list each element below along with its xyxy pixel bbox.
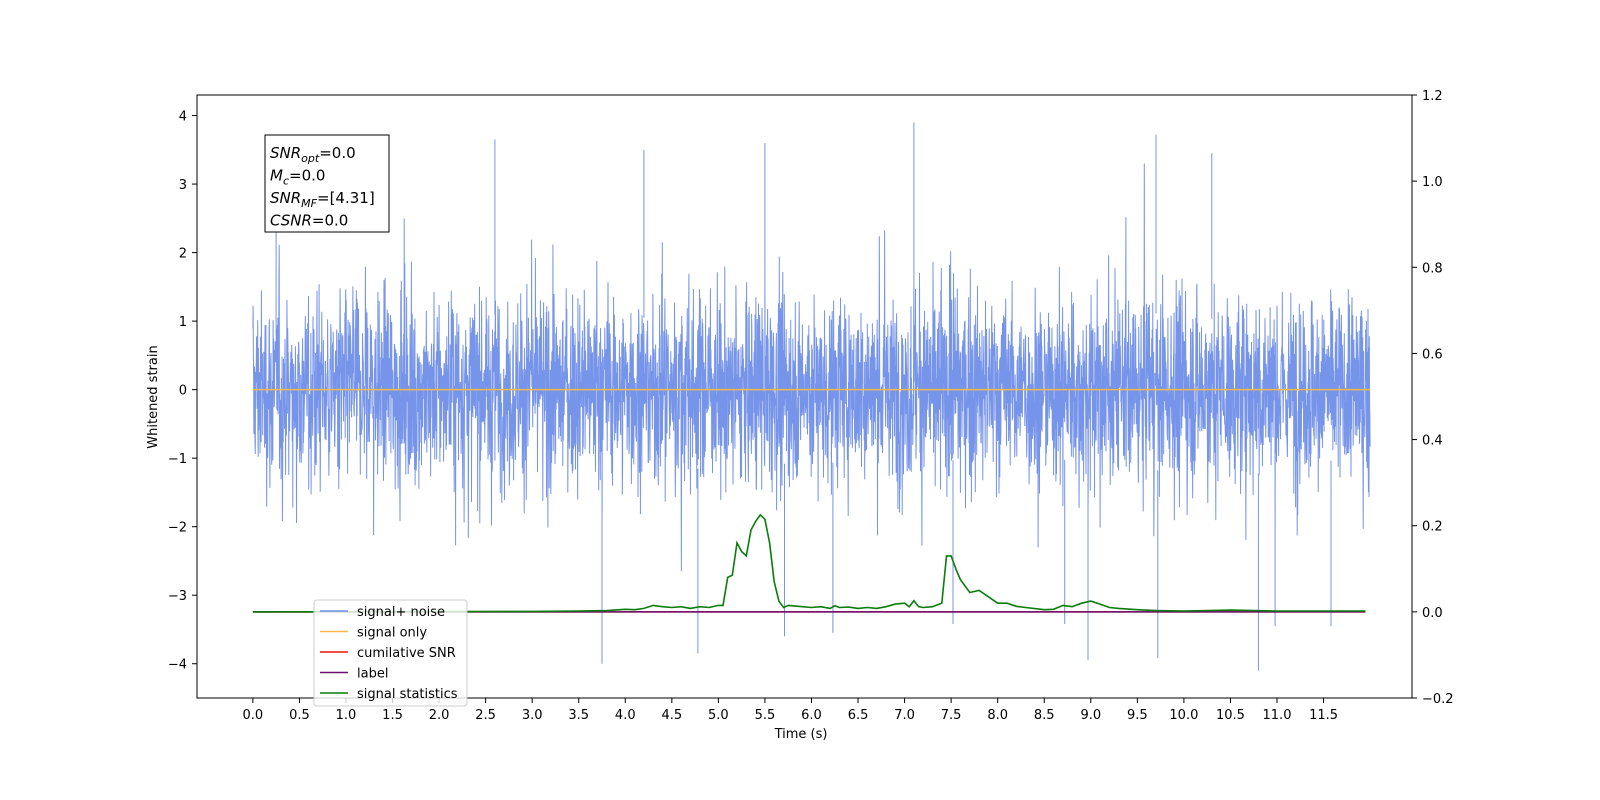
annotation-subscript: c [283,175,289,188]
x-axis-ticks: 0.0 0.5 1.0 1.5 2.0 2.5 3.0 3.5 4.0 4.5 5.0 5.5 6.0 6… [243,698,1338,723]
legend-entry-label: cumilative SNR [357,646,456,661]
x-tick-label: 10.0 [1169,708,1198,723]
plot-frame [196,94,1413,699]
x-axis-label: Time (s) [774,727,828,742]
y-tick-label: 3 [179,178,187,193]
x-tick-label: 9.5 [1127,708,1148,723]
annotation-symbol: M [270,167,283,185]
legend-entry-label: signal only [357,626,427,641]
x-tick-label: 11.5 [1309,708,1338,723]
annotation-value: =[4.31] [317,189,375,207]
x-tick-label: 6.5 [848,708,869,723]
annotation-frame [264,134,390,233]
annotation-subscript: opt [301,152,320,165]
x-tick-label: 7.5 [941,708,962,723]
x-tick-label: 4.0 [615,708,636,723]
annotation-line: SNRopt=0.0 [270,144,356,165]
y2-axis-ticks: 1.2 1.0 0.8 0.6 0.4 0.2 0.0 −0.2 [1412,89,1454,707]
x-tick-label: 5.0 [708,708,729,723]
y-tick-label: −4 [168,658,187,673]
x-tick-label: 3.0 [522,708,543,723]
x-tick-label: 6.0 [801,708,822,723]
y-tick-label: −1 [168,452,187,467]
x-tick-label: 2.5 [475,708,496,723]
annotation-line: Mc=0.0 [270,167,325,188]
legend: signal+ noise signal only cumilative SNR la… [313,599,468,707]
legend-entry-label: signal statistics [357,687,458,702]
y2-tick-label: 0.0 [1422,606,1443,621]
y2-tick-label: −0.2 [1422,692,1454,707]
y-tick-label: 0 [179,384,187,399]
annotation-value: =0.0 [312,212,348,230]
legend-entry-label: signal+ noise [357,605,445,620]
annotation-value: =0.0 [289,167,325,185]
series-line-signal-noise [252,122,1371,671]
y-tick-label: 4 [179,110,187,125]
y-axis-ticks: 4 3 2 1 0 −1 −2 −3 −4 [168,110,197,673]
x-tick-label: 1.5 [382,708,403,723]
y2-tick-label: 0.4 [1422,434,1443,449]
annotation-line: CSNR=0.0 [270,212,348,230]
y2-tick-label: 0.2 [1422,520,1443,535]
x-tick-label: 11.0 [1263,708,1292,723]
annotation-symbol: SNR [270,144,301,162]
x-tick-label: 9.0 [1080,708,1101,723]
x-tick-label: 8.5 [1034,708,1055,723]
y-axis-label: Whitened strain [146,345,161,448]
x-tick-label: 0.0 [243,708,264,723]
x-tick-label: 10.5 [1216,708,1245,723]
annotation-subscript: MF [301,197,317,210]
y2-tick-label: 1.0 [1422,175,1443,190]
x-tick-label: 8.0 [987,708,1008,723]
y-tick-label: −3 [168,589,187,604]
annotation-symbol: SNR [270,189,301,207]
y2-tick-label: 0.6 [1422,347,1443,362]
series-layer [252,122,1371,671]
x-tick-label: 2.0 [429,708,450,723]
legend-entry-label: label [357,667,388,682]
annotation-line: SNRMF=[4.31] [270,189,375,210]
x-tick-label: 4.5 [661,708,682,723]
y-tick-label: 1 [179,315,187,330]
x-tick-label: 5.5 [755,708,776,723]
annotation-symbol: CSNR [270,212,312,230]
series-line-signal-statistics [252,513,1366,613]
y-tick-label: −2 [168,521,187,536]
y-tick-label: 2 [179,247,187,262]
x-tick-label: 7.0 [894,708,915,723]
y2-tick-label: 1.2 [1422,89,1443,104]
x-tick-label: 0.5 [289,708,310,723]
x-tick-label: 3.5 [568,708,589,723]
legend-frame [313,599,468,707]
y2-tick-label: 0.8 [1422,261,1443,276]
x-tick-label: 1.0 [336,708,357,723]
annotation-value: =0.0 [319,144,355,162]
